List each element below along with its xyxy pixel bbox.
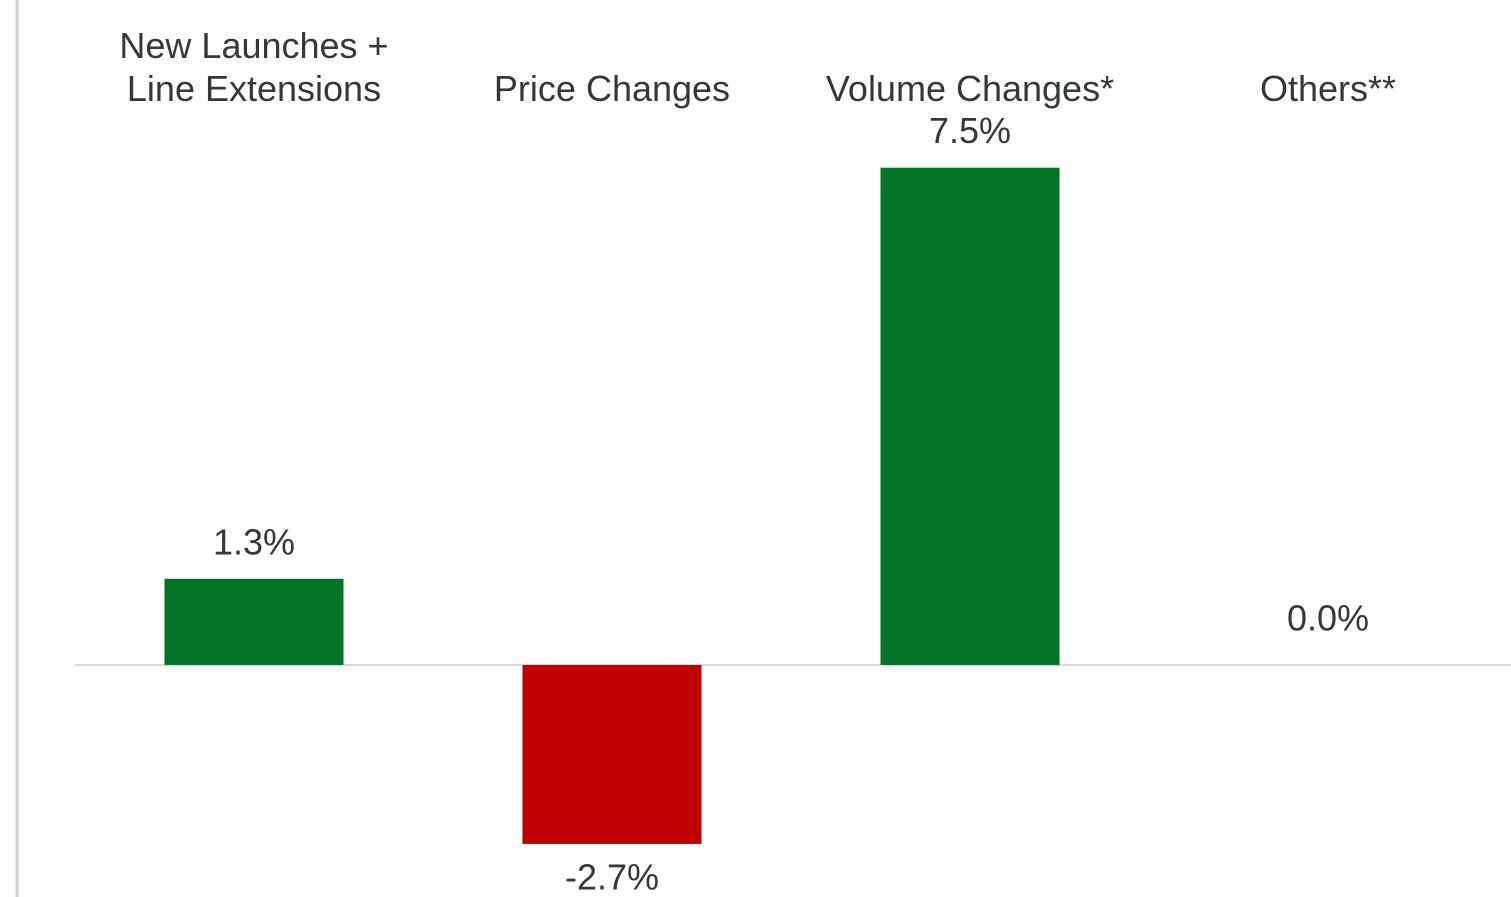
bar	[522, 664, 702, 844]
category-label: Price Changes	[493, 68, 731, 109]
value-label: 0.0%	[1287, 597, 1369, 638]
category-label: New Launches + Line Extensions	[119, 25, 389, 109]
category-label: Others**	[1259, 68, 1397, 109]
bar	[880, 167, 1060, 665]
value-label: -2.7%	[565, 856, 659, 897]
value-label: 7.5%	[929, 110, 1011, 151]
value-label: 1.3%	[213, 521, 295, 562]
category-label: Volume Changes*	[825, 68, 1115, 109]
bar	[164, 578, 344, 665]
